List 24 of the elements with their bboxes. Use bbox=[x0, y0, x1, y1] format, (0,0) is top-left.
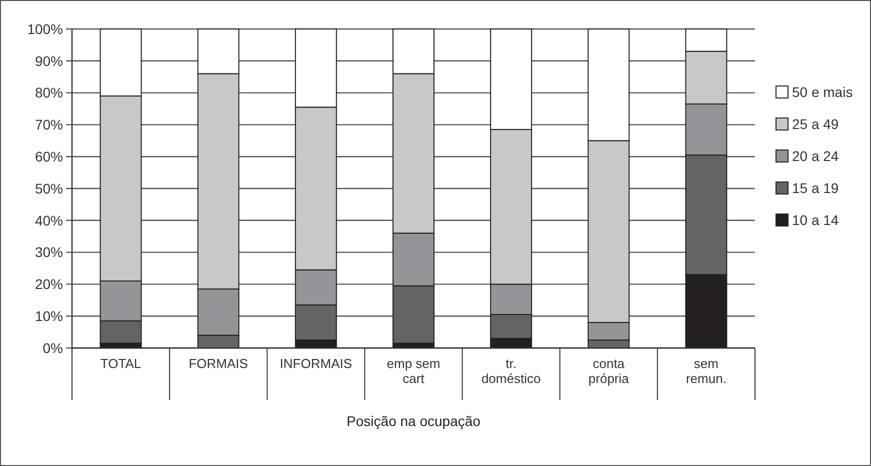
x-tick-label: FORMAIS bbox=[188, 356, 248, 371]
x-tick-label: sem remun. bbox=[686, 356, 726, 386]
y-tick-label: 0% bbox=[42, 340, 63, 356]
y-tick-label: 40% bbox=[34, 212, 63, 228]
y-tick-label: 20% bbox=[34, 276, 63, 292]
legend-label: 50 e mais bbox=[792, 84, 853, 100]
legend-label: 20 a 24 bbox=[792, 148, 839, 164]
y-tick-label: 90% bbox=[34, 52, 63, 69]
y-tick-label: 60% bbox=[34, 148, 63, 164]
y-tick-label: 80% bbox=[34, 84, 63, 101]
legend-label: 15 a 19 bbox=[792, 180, 839, 196]
x-tick-label: conta própria bbox=[588, 356, 630, 386]
y-tick-label: 30% bbox=[34, 244, 63, 260]
y-tick-label: 100% bbox=[27, 20, 63, 37]
legend-label: 25 a 49 bbox=[792, 116, 839, 132]
y-tick-label: 10% bbox=[34, 308, 63, 324]
x-tick-label: emp sem cart bbox=[386, 356, 440, 386]
legend-label: 10 a 14 bbox=[792, 212, 839, 228]
y-tick-label: 50% bbox=[34, 180, 63, 196]
x-tick-label: INFORMAIS bbox=[280, 356, 352, 371]
y-tick-label: 70% bbox=[34, 116, 63, 133]
x-tick-label: TOTAL bbox=[100, 356, 142, 371]
x-axis-title: Posição na ocupação bbox=[346, 413, 481, 429]
x-tick-label: tr. doméstico bbox=[481, 356, 541, 386]
